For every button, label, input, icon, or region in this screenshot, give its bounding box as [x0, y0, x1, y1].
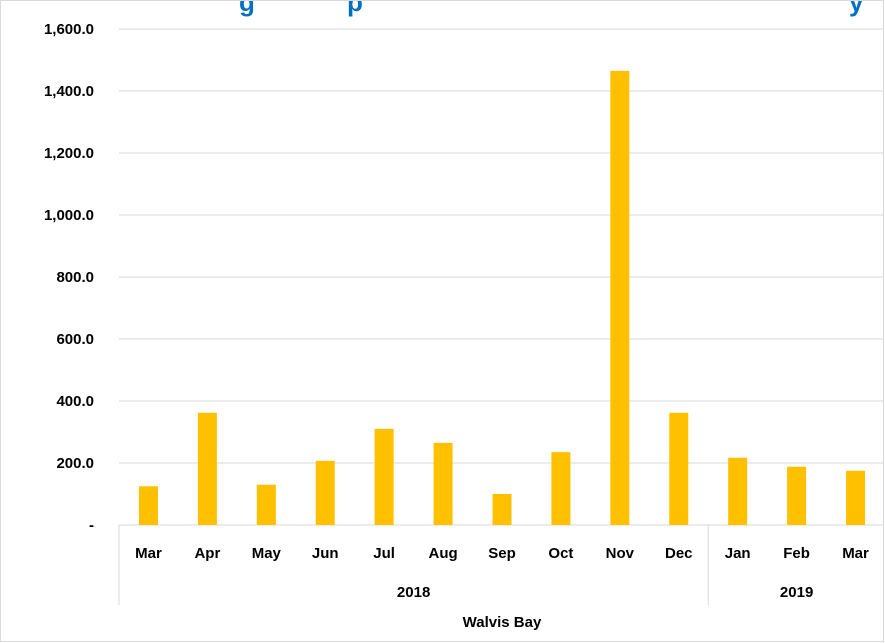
- x-tick-label: Sep: [488, 545, 516, 562]
- y-tick-label: 1,400.0: [44, 83, 94, 100]
- x-tick-label: Feb: [783, 545, 810, 562]
- chart-title-fragment: p: [347, 0, 363, 17]
- x-tick-label: Mar: [842, 545, 869, 562]
- x-tick-label: Aug: [428, 545, 457, 562]
- x-tick-label: Jul: [373, 545, 395, 562]
- chart-title-fragment: y: [849, 0, 864, 17]
- bar: [433, 442, 453, 525]
- y-tick-label: 1,200.0: [44, 145, 94, 162]
- y-tick-label: 600.0: [56, 331, 94, 348]
- bar: [374, 428, 394, 525]
- bar: [846, 470, 866, 525]
- year-group-label: 2018: [397, 584, 430, 601]
- y-tick-label: 200.0: [56, 455, 94, 472]
- bar: [138, 486, 158, 525]
- bar: [728, 457, 748, 525]
- x-tick-label: Oct: [548, 545, 573, 562]
- bar: [256, 484, 276, 525]
- chart-title-fragment: g: [239, 0, 255, 17]
- bar: [315, 460, 335, 525]
- year-group-label: 2019: [780, 584, 813, 601]
- y-tick-label: 1,000.0: [44, 207, 94, 224]
- x-tick-label: Apr: [194, 545, 220, 562]
- y-tick-label: 1,600.0: [44, 21, 94, 38]
- bar: [492, 494, 512, 525]
- bar: [551, 452, 571, 525]
- outer-group-label: Walvis Bay: [463, 614, 542, 631]
- y-tick-label: -: [89, 517, 94, 534]
- x-tick-label: Dec: [665, 545, 693, 562]
- x-tick-label: Jun: [312, 545, 339, 562]
- x-tick-label: May: [252, 545, 282, 562]
- bar: [669, 412, 689, 525]
- bar: [787, 466, 807, 525]
- y-tick-label: 800.0: [56, 269, 94, 286]
- bar: [610, 70, 630, 525]
- bar: [197, 412, 217, 525]
- x-tick-label: Jan: [725, 545, 751, 562]
- x-tick-label: Nov: [606, 545, 635, 562]
- y-tick-label: 400.0: [56, 393, 94, 410]
- x-tick-label: Mar: [135, 545, 162, 562]
